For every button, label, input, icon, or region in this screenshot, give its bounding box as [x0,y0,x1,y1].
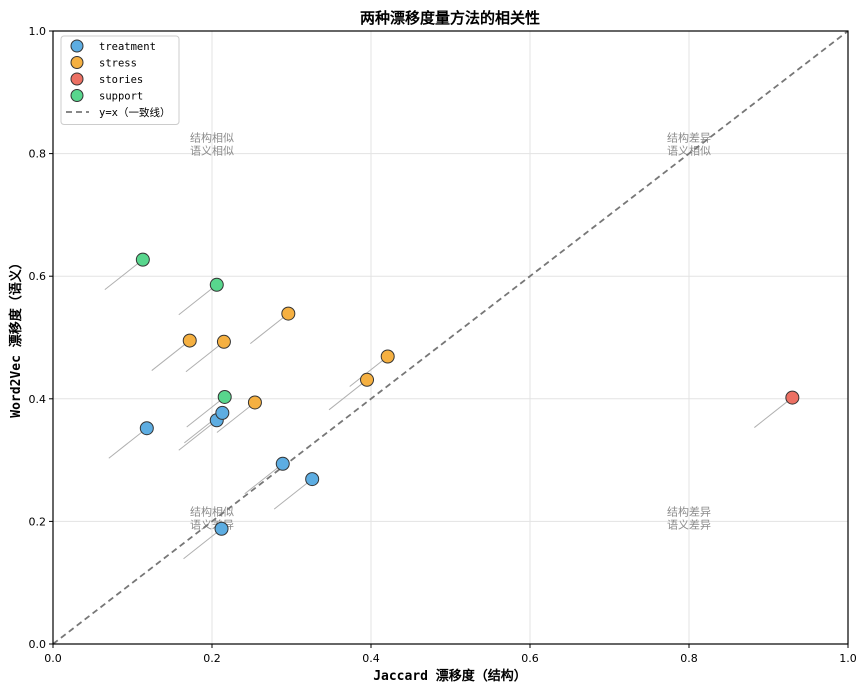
quadrant-label: 语义相似 [190,144,234,157]
quadrant-label: 语义相似 [667,144,711,157]
point-leader-line [151,340,191,371]
x-tick-label: 0.0 [44,652,62,665]
legend-label-stories: stories [99,74,143,86]
point-leader-line [104,259,144,291]
x-tick-label: 0.6 [521,652,539,665]
legend-label-reference: y=x（一致线） [99,106,170,119]
axis-ticks: 0.0 0.2 0.4 0.6 0.8 1.0 0.0 0.2 0.4 0.6 0.8 1.0 [29,25,857,665]
chart-title: 两种漂移度量方法的相关性 [360,9,540,27]
data-point-stress [216,334,231,349]
legend-label-support: support [99,91,143,103]
data-point-stories [785,390,800,405]
reference-line-layer [52,30,849,645]
legend-marker-support [70,89,84,102]
point-leader-line [754,397,793,428]
point-leader-line [349,356,389,387]
legend-marker-treatment [70,39,84,53]
data-point-treatment [214,521,229,536]
plot-frame [52,30,849,645]
data-point-support [217,389,232,404]
data-point-support [209,277,224,292]
legend-label-treatment: treatment [99,41,156,53]
data-point-stress [247,395,262,410]
y-tick-label: 0.6 [29,270,47,283]
reference-line [52,30,849,645]
data-points [135,252,800,536]
y-tick-label: 0.2 [29,515,47,528]
point-leader-line [244,463,284,495]
point-leader-line [216,402,256,433]
data-point-treatment [139,421,154,436]
data-point-treatment [275,456,290,471]
leader-lines [104,259,793,560]
y-tick-label: 0.4 [29,393,47,406]
quadrant-label: 结构差异 [667,504,711,518]
data-point-treatment [215,405,230,420]
quadrant-label: 结构相似 [190,504,234,518]
legend-label-stress: stress [99,58,137,70]
x-tick-label: 0.8 [680,652,698,665]
data-point-stress [360,372,375,387]
point-leader-line [178,419,218,451]
point-leader-line [186,396,226,428]
point-leader-line [250,313,289,344]
legend: treatment stress stories support y=x（一致线） [60,35,180,125]
data-point-stress [281,306,296,321]
y-axis-label: Word2Vec 漂移度（语义） [8,256,24,417]
point-leader-line [108,427,148,459]
point-leader-line [178,284,218,316]
legend-marker-stress [70,56,84,69]
x-axis-label: Jaccard 漂移度（结构） [373,668,527,684]
quadrant-label: 结构相似 [190,130,234,144]
point-leader-line [328,379,368,411]
legend-marker-stories [70,72,84,86]
point-leader-line [185,341,225,373]
x-tick-label: 1.0 [839,652,857,665]
point-leader-line [183,528,222,560]
quadrant-label: 语义差异 [667,517,711,531]
data-point-stress [182,333,197,348]
x-tick-label: 0.4 [362,652,380,665]
data-point-treatment [305,472,320,487]
y-tick-label: 1.0 [29,25,47,38]
y-tick-label: 0.0 [29,638,47,651]
point-leader-line [273,478,313,510]
legend-box [60,35,180,125]
x-tick-label: 0.2 [203,652,221,665]
data-point-support [135,252,150,267]
quadrant-label: 结构差异 [667,130,711,144]
data-point-stress [380,349,395,364]
y-tick-label: 0.8 [29,148,47,161]
